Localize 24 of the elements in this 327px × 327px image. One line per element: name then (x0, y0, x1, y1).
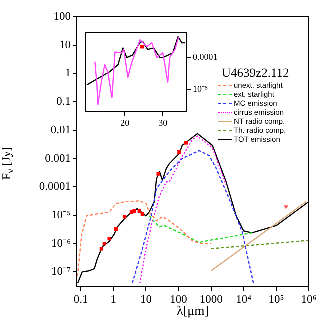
x-tick-label: 20 (120, 118, 130, 128)
x-tick-label: 100 (170, 294, 188, 306)
y-tick-label: 0.0001 (193, 52, 218, 62)
x-tick-label: 10⁴ (236, 294, 252, 306)
y-tick-label: 1 (65, 68, 72, 80)
x-tick-label: 10⁶ (301, 294, 317, 306)
annotation: U4639z2.112 (222, 66, 290, 81)
x-tick-label: 30 (158, 118, 168, 128)
y-tick-label: 10 (60, 39, 72, 52)
x-tick-label: 0.1 (74, 294, 89, 306)
x-tick-label: 10 (140, 294, 152, 306)
x-axis-title: λ[μm] (176, 303, 210, 318)
y-tick-label: 10⁻⁵ (51, 209, 71, 222)
x-tick-label: 10⁵ (268, 294, 284, 306)
y-tick-label: 0.01 (50, 124, 72, 136)
x-tick-label: 1 (110, 294, 117, 306)
y-tick-label: 0.0001 (39, 181, 72, 194)
y-tick-label: 100 (54, 11, 72, 24)
y-tick-label: 10⁻⁷ (51, 266, 71, 278)
x-tick-label: 1000 (200, 294, 224, 306)
y-tick-label: 10⁻⁶ (51, 238, 71, 250)
y-tick-label: 0.1 (56, 96, 72, 108)
y-tick-label: 0.001 (45, 152, 72, 165)
y-tick-label: 10⁻⁵ (193, 84, 208, 94)
